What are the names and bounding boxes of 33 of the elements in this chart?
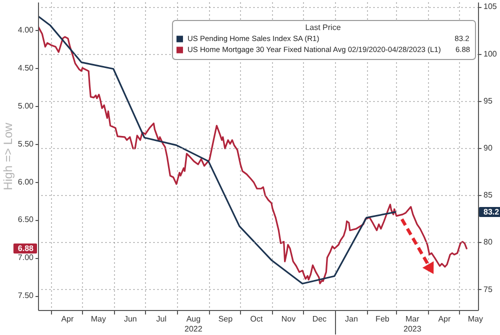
- y2-tick-label: 83.2: [484, 208, 500, 217]
- y2-tick-label: 75: [484, 284, 493, 294]
- x-tick-label: Jul: [156, 314, 167, 324]
- x-tick-label: May: [468, 314, 483, 324]
- x-tick-label: Feb: [376, 314, 390, 324]
- y2-tick-label: 100: [484, 49, 498, 58]
- y-tick-label: 6.00: [18, 177, 34, 186]
- y2-tick-label: 90: [484, 143, 493, 152]
- y-tick-label: 4.50: [18, 64, 34, 72]
- y2-tick-label: 105: [484, 2, 498, 12]
- y-tick-label: 6.50: [18, 215, 34, 224]
- x-tick-label: May: [90, 314, 106, 324]
- y-axis-title: High => Low: [0, 122, 15, 190]
- x-tick-label: Nov: [281, 314, 296, 324]
- y-tick-label: 5.50: [18, 139, 34, 148]
- x-tick-label: Aug 2022: [184, 314, 203, 334]
- y-tick-label: 7.00: [18, 253, 34, 262]
- y-tick-label: 6.88: [18, 244, 34, 254]
- x-tick-label: Dec: [312, 314, 327, 324]
- x-tick-label: Apr: [438, 314, 451, 324]
- y2-tick-label: 95: [484, 96, 493, 106]
- y2-tick-label: 85: [484, 190, 493, 200]
- y-tick-label: 5.00: [18, 101, 34, 110]
- x-tick-label: Mar 2023: [404, 314, 422, 334]
- y-tick-label: 4.00: [18, 26, 34, 35]
- legend-title: Last Price: [305, 23, 342, 32]
- x-tick-label: Oct: [250, 314, 264, 324]
- x-tick-label: Apr: [61, 314, 74, 324]
- x-tick-label: Jan: [345, 314, 358, 324]
- x-tick-label: Jun: [124, 314, 137, 324]
- y2-tick-label: 80: [484, 238, 493, 247]
- y-tick-label: 7.50: [18, 291, 34, 300]
- x-tick-label: Sep: [218, 314, 234, 324]
